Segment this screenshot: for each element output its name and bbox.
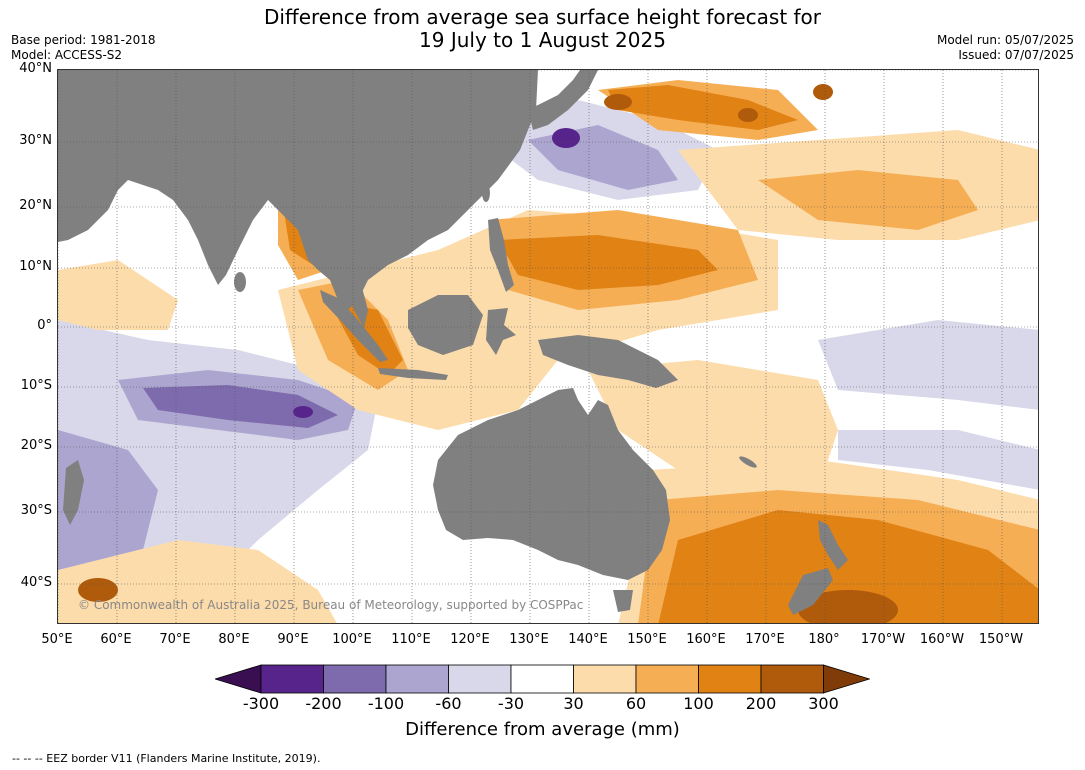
colorbar-tick-label: -200 bbox=[305, 694, 342, 713]
taiwan bbox=[482, 184, 490, 202]
sumatra bbox=[320, 290, 388, 362]
colorbar-tick-label: 200 bbox=[745, 694, 777, 713]
sulawesi bbox=[486, 308, 516, 355]
lat-label: 40°S bbox=[20, 575, 52, 590]
colorbar-tick-label: 30 bbox=[563, 694, 584, 713]
new-zealand-north bbox=[818, 520, 848, 570]
land-masses bbox=[58, 70, 848, 615]
extreme-positive-tasman bbox=[798, 590, 898, 623]
borneo bbox=[408, 295, 483, 355]
lat-label: 0° bbox=[37, 318, 52, 333]
lon-label: 70°E bbox=[159, 632, 191, 647]
lon-label: 50°E bbox=[41, 632, 73, 647]
lat-label: 20°S bbox=[20, 438, 52, 453]
negative-anomaly-central-pacific bbox=[818, 320, 1038, 410]
model-name: Model: ACCESS-S2 bbox=[11, 48, 123, 62]
lat-label: 10°S bbox=[20, 378, 52, 393]
lon-label: 80°E bbox=[218, 632, 250, 647]
lon-label: 100°E bbox=[332, 632, 372, 647]
map-panel bbox=[57, 69, 1039, 624]
colorbar-box bbox=[323, 664, 387, 694]
colorbar-box bbox=[760, 664, 824, 694]
philippines bbox=[488, 218, 514, 292]
lon-label: 120°E bbox=[450, 632, 490, 647]
lon-label: 110°E bbox=[391, 632, 431, 647]
asia-landmass bbox=[58, 70, 538, 310]
base-period: Base period: 1981-2018 bbox=[11, 33, 156, 47]
lon-label: 150°W bbox=[978, 632, 1024, 647]
colorbar-label: Difference from average (mm) bbox=[405, 719, 680, 740]
lat-label: 10°N bbox=[19, 259, 52, 274]
new-caledonia bbox=[739, 456, 757, 468]
extreme-positive-north-pacific-east bbox=[813, 84, 833, 100]
colorbar-tick-label: 300 bbox=[808, 694, 839, 713]
strong-negative-indian-core bbox=[293, 406, 313, 418]
strong-positive-philippine-sea bbox=[498, 235, 718, 290]
eez-footnote: -- -- -- EEZ border V11 (Flanders Marine… bbox=[12, 752, 321, 765]
colorbar-box bbox=[510, 664, 574, 694]
colorbar-tick-label: 100 bbox=[683, 694, 714, 713]
java bbox=[378, 368, 448, 380]
lon-label: 60°E bbox=[100, 632, 132, 647]
colorbar-box bbox=[260, 664, 324, 694]
model-run: Model run: 05/07/2025 bbox=[936, 33, 1074, 47]
extreme-positive-kuroshio bbox=[604, 94, 632, 110]
sri-lanka bbox=[234, 272, 246, 292]
anomaly-fields bbox=[58, 80, 1038, 623]
colorbar-box bbox=[573, 664, 637, 694]
issued-date: Issued: 07/07/2025 bbox=[958, 48, 1074, 62]
strong-negative-japan bbox=[552, 128, 580, 148]
colorbar-tick-label: -30 bbox=[497, 694, 525, 713]
colorbar-box bbox=[385, 664, 449, 694]
lon-label: 150°E bbox=[627, 632, 667, 647]
lon-label: 140°E bbox=[568, 632, 608, 647]
colorbar-arrow-low bbox=[215, 664, 262, 694]
positive-anomaly-arabian-sea bbox=[58, 260, 178, 330]
lat-label: 30°N bbox=[19, 133, 52, 148]
colorbar-tick-label: -300 bbox=[242, 694, 280, 713]
colorbar-tick-label: 60 bbox=[625, 694, 647, 713]
madagascar bbox=[63, 460, 84, 525]
colorbar-box bbox=[698, 664, 762, 694]
graticule bbox=[58, 70, 1038, 623]
title-line-2: 19 July to 1 August 2025 bbox=[419, 28, 666, 52]
tasmania bbox=[613, 590, 633, 612]
colorbar-tick-label: -60 bbox=[435, 694, 462, 713]
lon-label: 170°E bbox=[745, 632, 785, 647]
colorbar-box bbox=[448, 664, 512, 694]
negative-anomaly-east-pacific-south bbox=[838, 430, 1038, 490]
japan bbox=[528, 70, 598, 130]
anomaly-map bbox=[58, 70, 1038, 623]
lon-label: 90°E bbox=[277, 632, 309, 647]
extreme-positive-north-pacific bbox=[738, 108, 758, 122]
strong-negative-south-indian bbox=[143, 385, 338, 428]
lon-label: 130°E bbox=[509, 632, 549, 647]
lon-label: 180° bbox=[808, 632, 840, 647]
new-guinea bbox=[538, 335, 678, 388]
lon-label: 170°W bbox=[860, 632, 906, 647]
lat-label: 40°N bbox=[19, 61, 52, 76]
new-zealand-south bbox=[788, 568, 833, 615]
lat-label: 20°N bbox=[19, 198, 52, 213]
colorbar bbox=[215, 664, 870, 694]
colorbar-arrow-high bbox=[823, 664, 870, 694]
australia bbox=[433, 388, 670, 580]
colorbar-tick-label: -100 bbox=[367, 694, 405, 713]
positive-anomaly-north-pacific-band bbox=[758, 170, 978, 230]
lon-label: 160°E bbox=[686, 632, 726, 647]
colorbar-box bbox=[635, 664, 699, 694]
lon-label: 160°W bbox=[919, 632, 965, 647]
title-line-1: Difference from average sea surface heig… bbox=[263, 5, 822, 29]
lat-label: 30°S bbox=[20, 503, 52, 518]
positive-anomaly-southwest-indian bbox=[58, 540, 337, 623]
copyright-text: © Commonwealth of Australia 2025, Bureau… bbox=[78, 598, 584, 612]
malay-peninsula bbox=[346, 275, 368, 328]
